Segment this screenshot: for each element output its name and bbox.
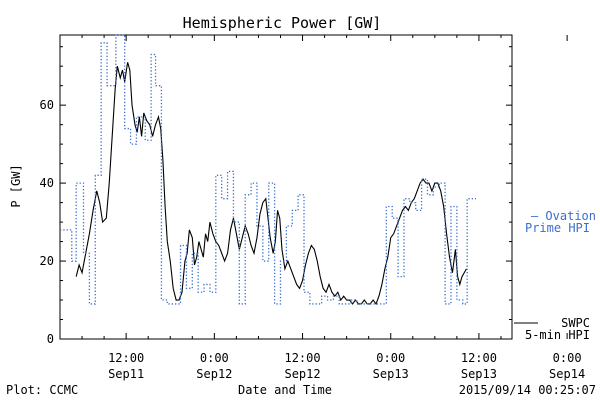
x-tick-date: Sep12 (284, 367, 320, 381)
plot-credit: Plot: CCMC (6, 383, 78, 397)
plot-timestamp: 2015/09/14 00:25:07 (459, 383, 596, 397)
x-tick-date: Sep12 (196, 367, 232, 381)
y-axis: 0 20 40 60 (40, 46, 512, 346)
series-swpc-line (75, 62, 467, 306)
series-ovation-prime-line (60, 34, 476, 305)
x-tick-date: Sep13 (461, 367, 497, 381)
legend-ovation-label-2: Prime HPI (525, 221, 590, 235)
x-tick-time: 0:00 (376, 351, 405, 365)
x-tick-time: 0:00 (553, 351, 582, 365)
x-tick-date: Sep14 (549, 367, 585, 381)
x-tick-time: 12:00 (461, 351, 497, 365)
y-tick-label: 60 (40, 98, 54, 112)
legend-ovation-label: — Ovation (531, 209, 596, 223)
legend-swpc-label: SWPC (561, 316, 590, 330)
x-tick-date: Sep13 (373, 367, 409, 381)
x-tick-time: 0:00 (200, 351, 229, 365)
chart-title: Hemispheric Power [GW] (183, 14, 382, 32)
y-tick-label: 20 (40, 254, 54, 268)
x-tick-time: 12:00 (284, 351, 320, 365)
y-axis-label: P [GW] (9, 164, 23, 207)
series-layer (60, 34, 476, 306)
plot-frame (59, 34, 513, 340)
legend-swpc-label-2: 5-min HPI (525, 328, 590, 342)
y-tick-label: 40 (40, 176, 54, 190)
y-tick-label: 0 (47, 332, 54, 346)
x-tick-time: 12:00 (108, 351, 144, 365)
x-tick-date: Sep11 (108, 367, 144, 381)
x-axis: 12:00 Sep11 0:00 Sep12 12:00 Sep12 0:00 Sep13 12… (81, 35, 585, 381)
x-axis-label: Date and Time (238, 383, 332, 397)
